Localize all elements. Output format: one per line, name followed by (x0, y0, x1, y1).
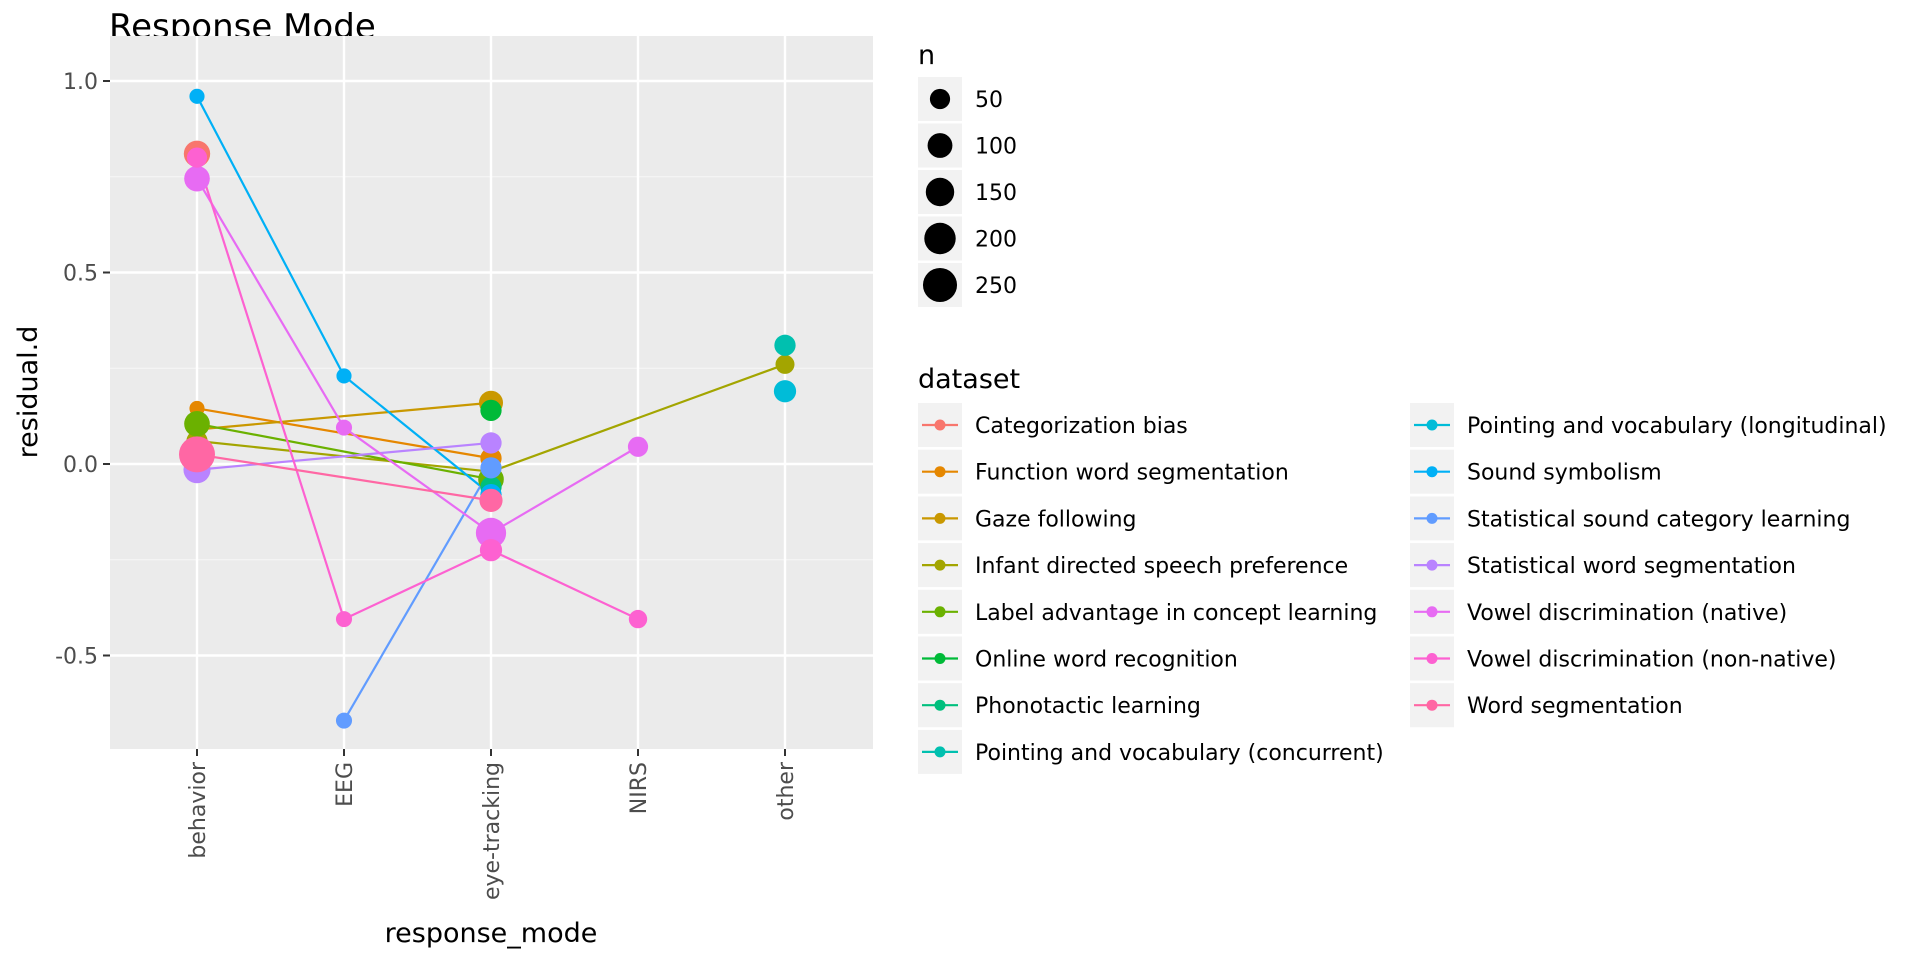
size-legend-label: 250 (975, 274, 1017, 299)
color-legend-key-point (1426, 466, 1438, 478)
color-legend-label: Online word recognition (975, 648, 1238, 673)
color-legend-key-point (934, 653, 946, 664)
color-legend-label: Categorization bias (975, 414, 1188, 439)
color-legend-key-point (1426, 419, 1438, 431)
data-point (475, 517, 507, 549)
data-point (184, 165, 210, 192)
size-legend-label: 150 (975, 181, 1017, 206)
data-point (179, 436, 215, 473)
y-axis-title: residual.d (13, 326, 44, 459)
data-point (775, 354, 795, 374)
data-point (189, 88, 205, 104)
data-point (627, 436, 649, 457)
color-legend-key-point (934, 466, 946, 478)
size-legend-title: n (918, 40, 935, 71)
color-legend-title: dataset (918, 364, 1020, 395)
size-legend-keys: 50 100 150 200 250 (918, 77, 1017, 307)
color-legend: dataset Categorization bias Function word… (918, 364, 1887, 774)
y-axis: -0.5 0.0 0.5 1.0 (55, 70, 110, 670)
data-point (184, 410, 210, 437)
data-point (773, 380, 797, 403)
data-point (628, 609, 648, 629)
size-legend-key (922, 267, 958, 303)
color-legend-label: Statistical sound category learning (1467, 507, 1850, 532)
color-legend-label: Statistical word segmentation (1467, 554, 1796, 579)
color-legend-key-point (1426, 699, 1438, 711)
data-point (480, 457, 502, 479)
data-point (335, 712, 353, 729)
x-tick-label: behavior (186, 761, 211, 859)
series-line (196, 453, 492, 502)
color-legend-label: Function word segmentation (975, 461, 1289, 486)
color-legend-label: Sound symbolism (1467, 461, 1662, 486)
data-point (480, 399, 502, 422)
color-legend-keys: Categorization bias Function word segment… (918, 403, 1887, 774)
x-tick-label: NIRS (627, 762, 652, 814)
x-tick-label: other (774, 761, 799, 821)
size-legend-key (929, 88, 951, 110)
color-legend-label: Word segmentation (1467, 694, 1683, 719)
series-line (196, 422, 492, 481)
x-axis: behavior EEG eye-tracking NIRS other (186, 749, 799, 900)
series-line (196, 401, 492, 431)
data-point (479, 488, 503, 512)
data-point (335, 611, 353, 628)
size-legend-label: 100 (975, 135, 1017, 160)
size-legend: n 50 100 150 200 250 (918, 40, 1017, 307)
series-line (195, 157, 639, 621)
color-legend-label: Infant directed speech preference (975, 554, 1348, 579)
color-legend-key-point (934, 699, 946, 711)
color-legend-key-point (1426, 512, 1438, 524)
color-legend-key-point (1426, 653, 1438, 664)
color-legend-key-point (1426, 559, 1438, 571)
color-legend-key-point (1426, 606, 1438, 618)
color-legend-label: Vowel discrimination (non-native) (1467, 648, 1837, 673)
series-lines (195, 95, 786, 722)
size-legend-label: 200 (975, 228, 1017, 253)
color-legend-key-point (934, 559, 946, 571)
color-legend-label: Gaze following (975, 507, 1137, 532)
y-tick-label: 1.0 (63, 70, 98, 95)
color-legend-key-point (934, 606, 946, 618)
y-tick-label: 0.5 (63, 262, 98, 287)
series-line (343, 467, 492, 722)
color-legend-key-point (934, 512, 946, 524)
color-legend-label: Vowel discrimination (native) (1467, 601, 1787, 626)
data-point (336, 368, 352, 384)
series-points (179, 88, 797, 729)
series-line (196, 178, 639, 535)
size-legend-key (924, 222, 956, 255)
x-tick-label: eye-tracking (480, 762, 505, 900)
color-legend-label: Phonotactic learning (975, 694, 1201, 719)
color-legend-label: Pointing and vocabulary (longitudinal) (1467, 414, 1887, 439)
data-point (479, 539, 503, 562)
color-legend-label: Label advantage in concept learning (975, 601, 1377, 626)
size-legend-key (927, 133, 953, 158)
data-point (335, 419, 353, 436)
data-point (480, 432, 502, 454)
size-legend-label: 50 (975, 88, 1003, 113)
data-point (186, 147, 208, 168)
color-legend-label: Pointing and vocabulary (concurrent) (975, 741, 1384, 766)
color-legend-key-point (934, 419, 946, 431)
data-point (774, 334, 796, 356)
size-legend-key (925, 177, 955, 207)
y-tick-label: 0.0 (63, 453, 98, 478)
x-axis-title: response_mode (385, 918, 598, 949)
color-legend-key-point (934, 746, 946, 758)
x-tick-label: EEG (333, 762, 358, 807)
series-line (196, 441, 492, 471)
y-tick-label: -0.5 (55, 645, 98, 670)
